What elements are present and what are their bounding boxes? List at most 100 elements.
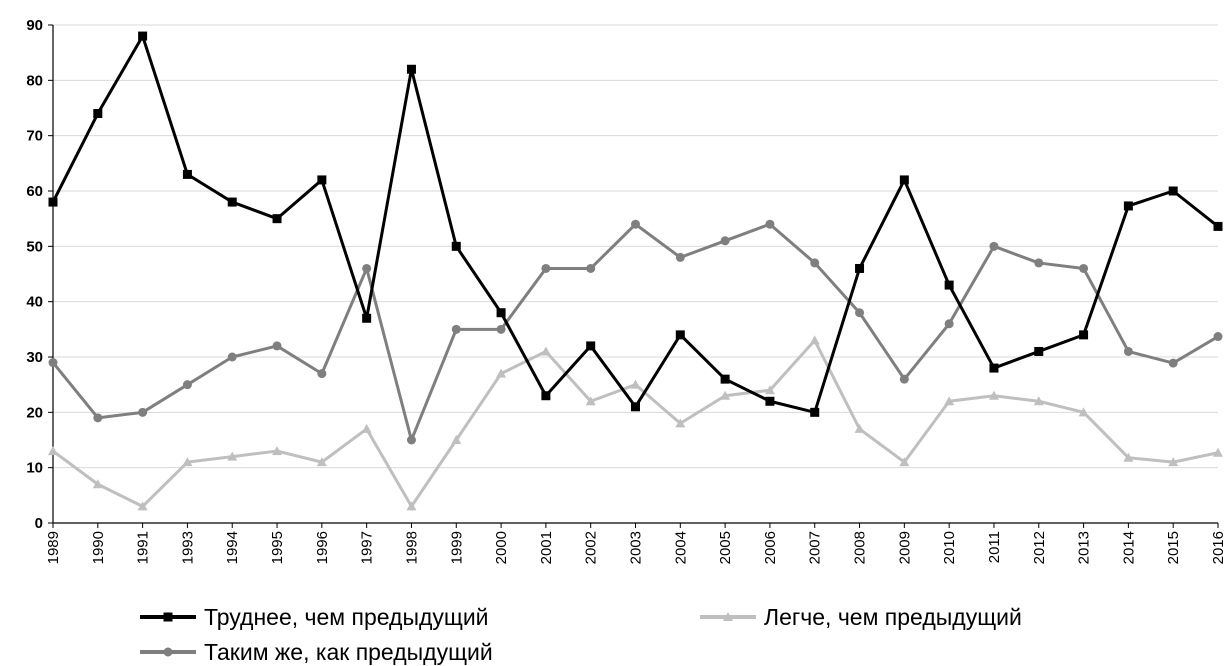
data-point: [1078, 407, 1089, 417]
data-point: [855, 308, 865, 318]
data-point: [406, 64, 416, 74]
data-point: [93, 109, 103, 119]
data-point: [586, 341, 596, 351]
data-point: [541, 391, 551, 401]
data-point: [496, 308, 506, 318]
y-tick-label: 90: [26, 17, 43, 34]
data-point: [675, 330, 685, 340]
x-tick-label: 2009: [896, 531, 913, 564]
data-point: [272, 446, 283, 456]
y-tick-label: 0: [35, 515, 43, 532]
data-point: [675, 252, 685, 262]
data-point: [1213, 332, 1223, 342]
x-tick-label: 1990: [90, 531, 107, 564]
x-tick-label: 2011: [986, 531, 1003, 563]
data-point: [899, 374, 909, 384]
y-tick-label: 30: [26, 349, 43, 366]
y-tick-label: 20: [26, 404, 43, 421]
data-point: [809, 335, 820, 345]
data-point: [138, 31, 148, 41]
data-point: [227, 451, 238, 461]
data-point: [765, 396, 775, 406]
data-point: [720, 374, 730, 384]
x-tick-label: 2013: [1076, 531, 1093, 564]
legend-marker: [723, 612, 733, 621]
x-tick-label: 1996: [314, 531, 331, 564]
data-point: [899, 457, 910, 467]
data-point: [451, 435, 462, 444]
x-tick-label: 2001: [538, 531, 555, 564]
data-point: [317, 175, 327, 185]
y-tick-label: 80: [26, 72, 43, 89]
data-point: [1213, 221, 1223, 231]
data-point: [586, 263, 596, 273]
data-point: [1168, 186, 1178, 196]
x-tick-label: 1991: [135, 531, 152, 564]
data-point: [93, 413, 103, 423]
data-point: [227, 197, 237, 207]
data-point: [855, 263, 865, 273]
data-point: [854, 423, 865, 433]
x-tick-label: 2012: [1031, 531, 1048, 564]
data-point: [585, 396, 596, 406]
legend-item: Труднее, чем предыдущий: [140, 604, 489, 630]
data-point: [362, 263, 372, 273]
data-point: [496, 324, 506, 334]
legend-label: Таким же, как предыдущий: [204, 639, 493, 665]
data-point: [362, 313, 372, 323]
data-point: [631, 402, 640, 412]
data-point: [182, 380, 192, 390]
legend-marker: [163, 612, 173, 622]
data-point: [989, 363, 999, 373]
x-tick-label: 2010: [941, 531, 958, 564]
x-tick-label: 1989: [45, 531, 62, 564]
data-point: [48, 197, 58, 207]
data-point: [272, 214, 282, 224]
data-point: [1033, 396, 1044, 406]
y-tick-label: 10: [26, 460, 43, 477]
data-point: [1034, 346, 1044, 356]
data-point: [48, 446, 58, 456]
legend-marker: [163, 647, 173, 657]
series-line: [52, 338, 1219, 508]
legend: Труднее, чем предыдущий Легче, чем предыд…: [140, 604, 1022, 665]
y-tick-label: 40: [26, 294, 43, 311]
y-tick-label: 50: [26, 238, 43, 255]
data-point: [944, 396, 955, 406]
data-point: [764, 385, 775, 395]
x-tick-label: 2006: [762, 531, 779, 564]
data-point: [1123, 346, 1133, 356]
data-point: [406, 501, 417, 511]
data-point: [988, 390, 999, 400]
series-3: [48, 219, 1223, 445]
data-point: [1079, 263, 1089, 273]
x-tick-label: 2000: [493, 531, 510, 564]
data-point: [316, 457, 327, 467]
x-tick-label: 2008: [852, 531, 869, 564]
data-point: [361, 423, 372, 433]
series-group: [48, 31, 1223, 511]
x-tick-label: 2007: [807, 531, 824, 564]
data-point: [944, 319, 954, 329]
x-tick-label: 2015: [1165, 531, 1182, 564]
x-tick-label: 2014: [1120, 531, 1137, 564]
data-point: [137, 501, 148, 511]
x-tick-label: 1995: [269, 531, 286, 564]
data-point: [451, 241, 461, 251]
axes: [52, 25, 1218, 524]
data-point: [944, 280, 954, 290]
data-point: [630, 379, 641, 389]
x-tick-label: 1998: [403, 531, 420, 564]
x-tick-label: 2003: [628, 531, 645, 564]
x-tick-label: 2004: [672, 531, 689, 564]
data-point: [540, 346, 551, 356]
y-axis-ticks: 0 10 20 30 40 50 60 70 80 90: [26, 17, 53, 532]
data-point: [48, 358, 58, 368]
data-point: [765, 219, 775, 229]
data-point: [1168, 358, 1178, 368]
x-tick-label: 2005: [717, 531, 734, 564]
data-point: [1123, 201, 1133, 211]
data-point: [227, 352, 237, 362]
x-tick-label: 1997: [359, 531, 376, 564]
